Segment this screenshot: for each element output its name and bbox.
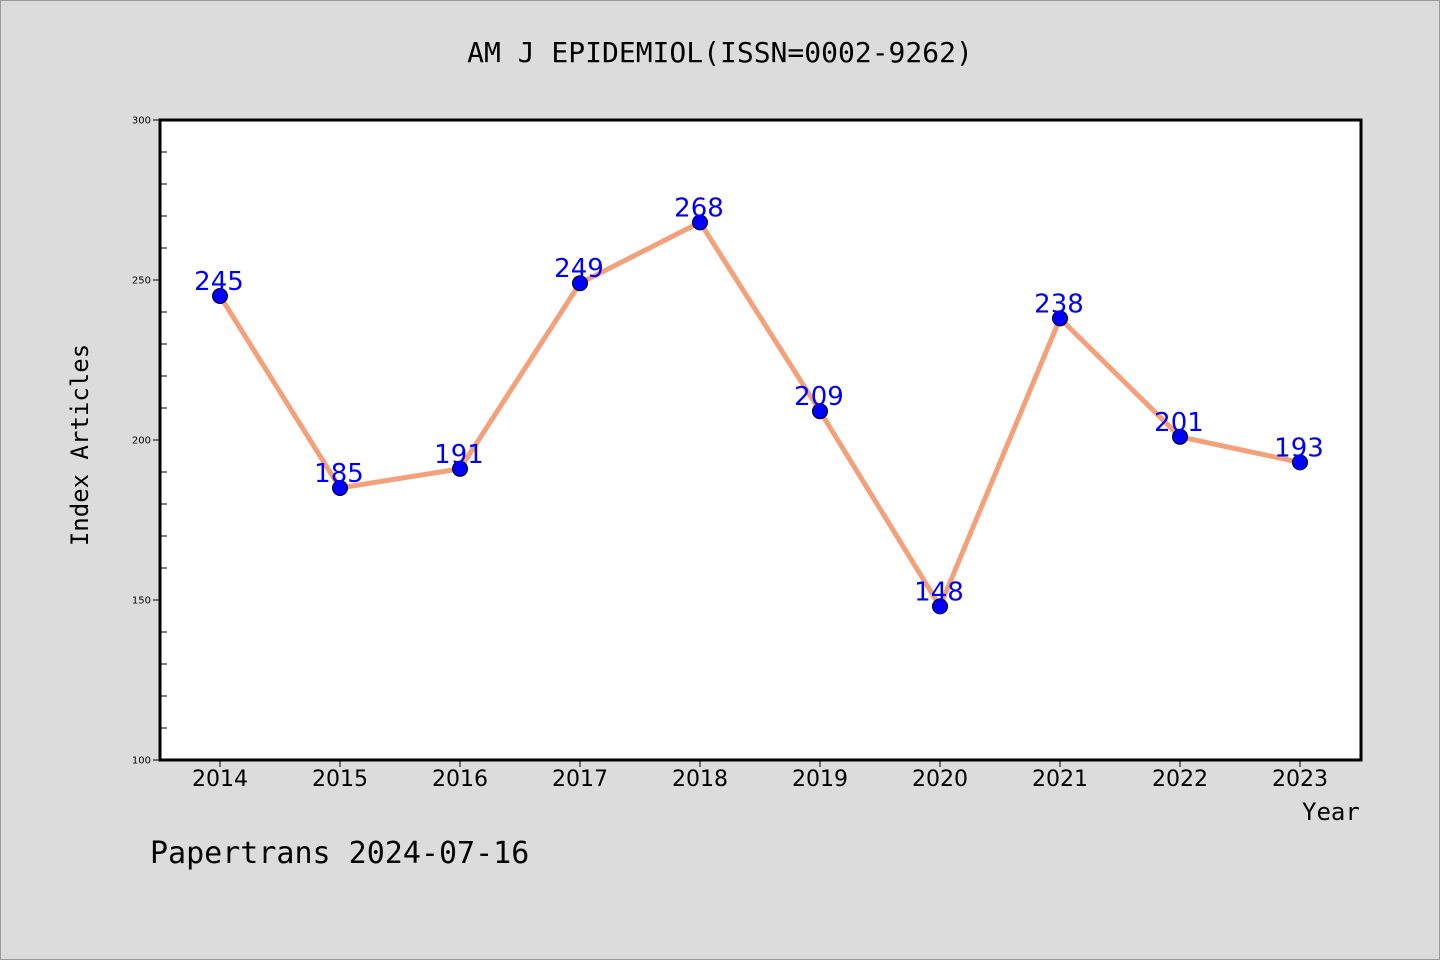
data-label: 191	[434, 440, 484, 470]
plot-area	[160, 120, 1361, 760]
x-tick-label: 2014	[192, 767, 248, 792]
x-tick-label: 2022	[1152, 767, 1208, 792]
chart-title: AM J EPIDEMIOL(ISSN=0002-9262)	[467, 36, 973, 69]
data-label: 201	[1154, 408, 1204, 438]
y-tick-label: 250	[132, 276, 151, 287]
x-tick-label: 2019	[792, 767, 848, 792]
y-tick-label: 150	[132, 596, 151, 607]
data-label: 245	[194, 267, 244, 297]
x-tick-label: 2018	[672, 767, 728, 792]
data-point	[1172, 428, 1188, 445]
x-axis-label: Year	[1302, 798, 1360, 826]
x-tick-label: 2020	[912, 767, 968, 792]
data-label: 238	[1034, 289, 1084, 319]
data-point	[1052, 310, 1068, 327]
series-line	[217, 219, 1303, 609]
footer-credit: Papertrans 2024-07-16	[150, 836, 530, 871]
y-tick-label: 300	[132, 116, 151, 127]
data-point	[1292, 454, 1308, 471]
data-point	[452, 460, 468, 477]
x-tick-label: 2023	[1272, 767, 1328, 792]
data-label: 148	[914, 577, 964, 607]
data-label: 209	[794, 382, 844, 412]
data-label: 193	[1274, 433, 1324, 463]
x-tick-label: 2016	[432, 767, 488, 792]
data-label: 249	[554, 254, 604, 284]
data-label: 185	[314, 459, 364, 489]
x-tick-label: 2015	[312, 767, 368, 792]
x-tick-label: 2021	[1032, 767, 1088, 792]
data-point	[212, 288, 228, 304]
data-point	[572, 275, 588, 292]
y-tick-label: 100	[132, 756, 151, 767]
data-label: 268	[674, 193, 724, 223]
data-point	[812, 403, 828, 420]
data-point	[932, 598, 948, 615]
plot-border	[158, 118, 1363, 762]
x-tick-label: 2017	[552, 767, 608, 792]
data-point	[332, 480, 348, 496]
y-tick-label: 200	[132, 436, 151, 447]
data-point	[692, 214, 708, 231]
